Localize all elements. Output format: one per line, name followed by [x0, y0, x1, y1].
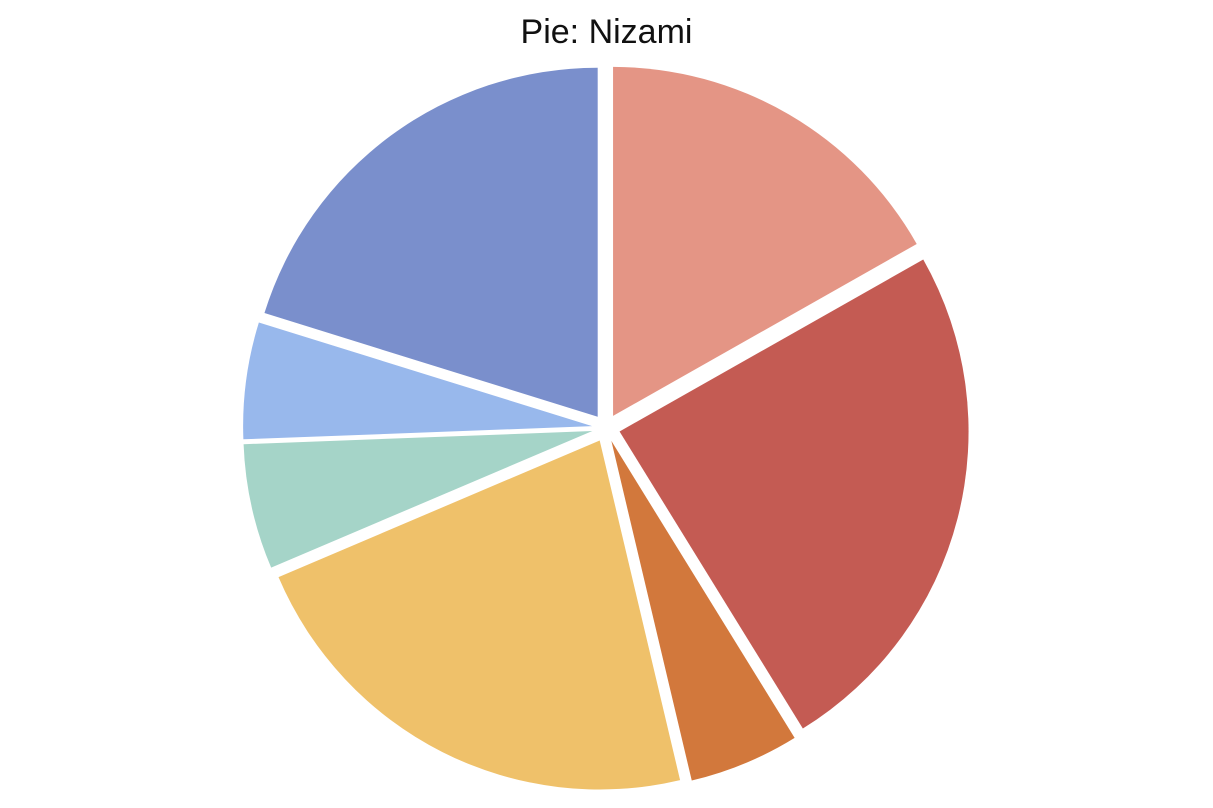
- pie-slice-5: [243, 431, 593, 568]
- pie-slice-3: [611, 440, 795, 781]
- pie-slice-2: [619, 259, 969, 729]
- pie-slice-6: [243, 322, 593, 440]
- pie-slices: [243, 66, 969, 790]
- pie-slice-1: [613, 66, 917, 416]
- pie-slice-7: [264, 67, 598, 417]
- chart-title: Pie: Nizami: [520, 13, 693, 51]
- pie-slice-4: [278, 440, 681, 790]
